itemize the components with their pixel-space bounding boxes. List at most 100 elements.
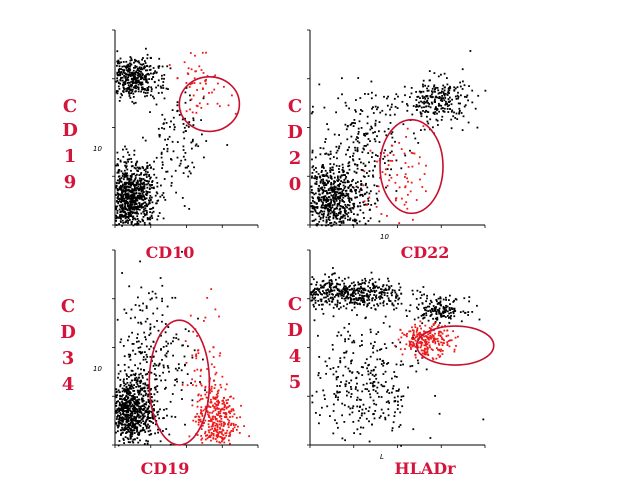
event-point [186, 166, 188, 169]
event-point [320, 179, 323, 181]
gated-event-point [425, 352, 428, 354]
gated-event-point [411, 152, 414, 155]
event-point [336, 292, 339, 295]
event-point [121, 404, 123, 406]
event-point [128, 427, 131, 430]
event-point [182, 155, 185, 158]
event-point [119, 82, 122, 85]
event-point [119, 160, 122, 163]
event-point [392, 304, 395, 307]
event-point [342, 189, 345, 191]
event-point [356, 164, 359, 166]
event-point [131, 183, 134, 186]
event-point [348, 382, 351, 384]
event-point [149, 402, 151, 405]
event-point [443, 107, 446, 110]
gated-event-point [420, 343, 423, 346]
event-point [320, 209, 322, 212]
event-point [129, 387, 132, 390]
event-point [148, 73, 150, 76]
event-point [192, 138, 194, 141]
event-point [134, 72, 136, 74]
event-point [137, 183, 140, 186]
event-point [332, 197, 335, 200]
event-point [318, 189, 321, 191]
event-point [362, 383, 365, 386]
event-point [350, 211, 353, 213]
event-point [150, 86, 153, 89]
event-point [362, 366, 364, 369]
event-point [326, 295, 329, 298]
event-point [141, 166, 144, 168]
event-point [127, 181, 129, 184]
event-point [115, 90, 118, 92]
gated-event-point [225, 434, 228, 437]
event-point [363, 301, 366, 304]
gated-event-point [421, 352, 424, 355]
event-point [386, 97, 388, 100]
event-point [417, 105, 420, 108]
event-point [142, 399, 145, 402]
event-point [126, 424, 129, 426]
event-point [449, 303, 451, 305]
event-point [118, 100, 121, 102]
event-point [120, 429, 123, 432]
event-point [449, 100, 451, 103]
event-point [370, 80, 373, 83]
gated-event-point [202, 424, 204, 427]
event-point [144, 409, 147, 412]
gated-event-point [216, 426, 219, 429]
event-point [437, 92, 440, 95]
event-point [162, 430, 164, 432]
event-point [137, 90, 140, 93]
event-point [340, 205, 343, 208]
y-axis-label-letter: 2 [289, 148, 302, 169]
event-point [383, 385, 386, 388]
gated-event-point [232, 430, 234, 432]
gated-event-point [386, 154, 389, 157]
gated-event-point [217, 82, 219, 85]
event-point [380, 408, 383, 411]
gated-event-point [416, 335, 418, 337]
event-point [141, 309, 144, 312]
event-point [320, 171, 323, 173]
event-point [126, 69, 128, 72]
event-point [352, 141, 355, 144]
event-point [346, 181, 349, 184]
event-point [205, 140, 208, 142]
event-point [123, 197, 125, 200]
gated-event-point [183, 61, 186, 64]
event-point [131, 189, 134, 192]
event-point [356, 222, 358, 225]
event-point [142, 415, 145, 418]
event-point [121, 175, 124, 177]
gated-event-point [206, 75, 209, 77]
event-point [449, 108, 451, 110]
event-point [336, 391, 339, 394]
gated-event-point [405, 201, 408, 204]
event-point [138, 194, 141, 197]
event-point [194, 144, 197, 147]
event-point [356, 405, 359, 408]
event-point [335, 378, 338, 381]
event-point [126, 219, 129, 222]
event-point [400, 360, 403, 363]
event-point [117, 171, 120, 174]
event-point [456, 86, 459, 89]
event-point [385, 289, 388, 291]
event-point [436, 108, 439, 111]
event-point [344, 365, 347, 368]
event-point [116, 400, 118, 403]
x-axis-label: CD10 [146, 243, 195, 262]
event-point [358, 120, 361, 123]
event-point [118, 62, 121, 65]
event-point [144, 76, 146, 79]
event-point [471, 101, 474, 104]
event-point [167, 350, 169, 353]
event-point [365, 382, 368, 385]
gated-event-point [426, 337, 429, 340]
event-point [360, 184, 363, 186]
event-point [140, 421, 143, 424]
gated-event-point [230, 422, 233, 425]
event-point [136, 166, 139, 169]
